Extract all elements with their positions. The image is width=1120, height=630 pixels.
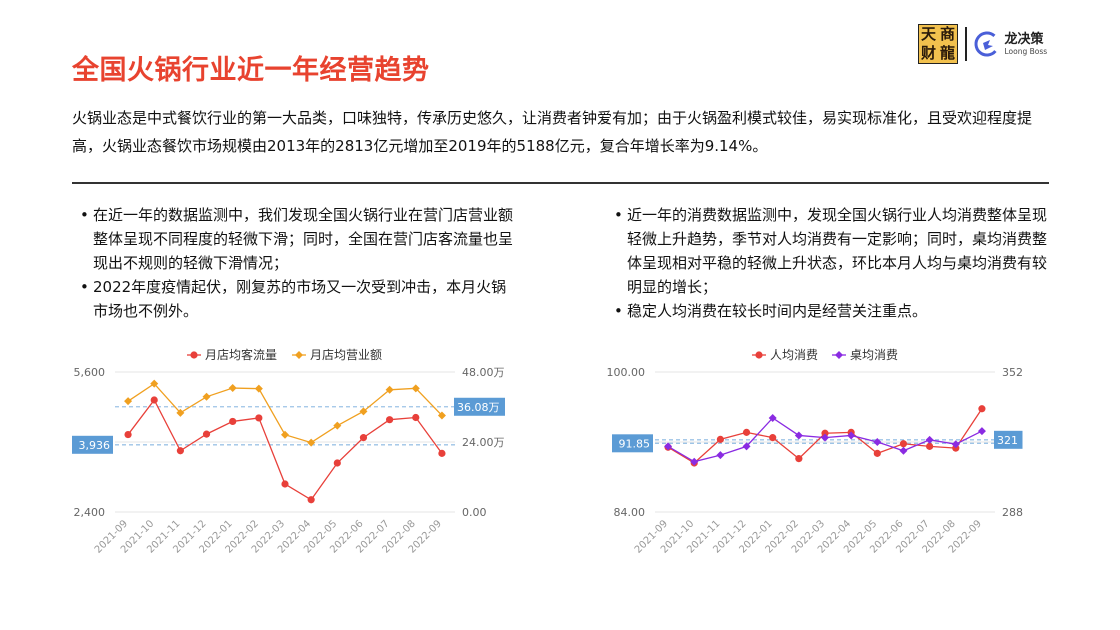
left-tick-label: 2,400 [74,506,106,519]
right-tick-label: 48.00万 [462,366,505,379]
gridlines [115,371,455,513]
brand-name-en: Loong Boss [1004,46,1048,56]
data-point [124,397,133,406]
data-point [281,430,289,439]
data-point [847,431,856,440]
data-point [385,385,394,394]
data-point [255,414,263,422]
left-tick-label: 5,600 [74,366,106,379]
legend-label: 月店均营业额 [310,348,382,362]
bullet-item: 2022年度疫情起伏，刚复苏的市场又一次受到冲击，本月火锅市场也不例外。 [80,275,520,323]
bullet-item: 稳定人均消费在较长时间内是经营关注重点。 [614,299,1054,323]
data-point [307,496,315,504]
data-point [873,438,882,446]
data-point [228,384,237,393]
data-point [690,457,699,466]
page-title: 全国火锅行业近一年经营趋势 [72,55,430,86]
left-average-badge [612,434,653,453]
data-point [664,442,673,451]
legend-marker [190,351,198,359]
data-point [254,384,263,393]
legend-label: 月店均客流量 [205,347,277,362]
data-point [926,442,934,450]
data-point [307,438,316,447]
data-point [150,396,158,404]
data-point [333,459,341,467]
right-average-badge [454,397,505,416]
left-bullet-list: 在近一年的数据监测中，我们发现全国火锅行业在营门店营业额整体呈现不同程度的轻微下… [80,203,520,323]
logo-char: 商 [939,25,955,43]
left-average-label: 3,936 [79,439,111,452]
data-point [978,405,986,413]
right-average-label: 36.08万 [457,401,500,414]
logo-char: 天 [920,25,936,43]
data-point [899,446,908,455]
data-point [229,417,237,426]
legend-label: 人均消费 [770,348,818,362]
data-point [768,413,777,422]
data-point [769,434,777,442]
data-point [794,431,803,440]
data-point [281,480,289,488]
legend: 人均消费 桌均消费 [752,348,898,362]
data-point [359,407,368,416]
left-tick-label: 100.00 [607,366,646,379]
intro-paragraph: 火锅业态是中式餐饮行业的第一大品类，口味独特，传承历史悠久，让消费者钟爱有加；由… [72,109,1033,155]
legend: 月店均客流量 月店均营业额 [187,347,382,362]
data-point [821,433,829,442]
data-point [176,447,184,455]
data-point [437,411,446,420]
data-point [124,430,132,439]
data-point [176,408,185,417]
legend-marker [835,351,843,359]
right-tick-label: 288 [1002,506,1023,519]
left-average-label: 91.85 [619,437,651,450]
legend-marker [295,351,303,359]
data-point [951,440,960,449]
gridlines [655,371,995,513]
logo-separator [965,27,967,61]
data-point [386,416,394,424]
right-average-label: 321 [997,434,1018,447]
data-point [795,455,803,463]
data-point [333,421,342,430]
logo-char: 财 [920,44,936,62]
data-point [899,440,908,448]
logo-char: 龍 [939,44,955,62]
data-point [412,413,420,422]
tianshang-logo-icon: 天 商 财 龍 [918,24,958,64]
traffic-revenue-chart: 5,6002,40048.00万24.00万0.003,93636.08万202… [72,347,505,556]
dragon-icon [974,31,999,57]
brand-name: 龙决策 [1004,31,1044,47]
bullet-item: 近一年的消费数据监测中，发现全国火锅行业人均消费整体呈现轻微上升趋势，季节对人均… [614,203,1054,299]
data-point [873,449,881,457]
right-average-badge [994,430,1023,449]
data-point [716,451,725,460]
brand-logo: 天 商 财 龍 龙决策 Loong Boss [918,24,1047,64]
data-point [438,449,446,457]
data-point [977,427,986,436]
data-point [925,435,934,444]
right-tick-label: 0.00 [462,506,487,519]
data-point [821,429,829,437]
data-point [716,435,724,443]
bullet-item: 在近一年的数据监测中，我们发现全国火锅行业在营门店营业额整体呈现不同程度的轻微下… [80,203,520,275]
data-point [742,428,751,436]
data-point [411,384,420,393]
left-tick-label: 84.00 [614,506,646,519]
section-divider [72,182,1049,184]
right-tick-label: 24.00万 [462,436,505,449]
data-point [202,392,211,401]
data-point [150,379,159,388]
data-point [742,442,751,451]
spending-chart: 100.0084.0035232028891.853212021-092021-… [607,348,1024,556]
right-tick-label: 352 [1002,366,1023,379]
right-bullet-list: 近一年的消费数据监测中，发现全国火锅行业人均消费整体呈现轻微上升趋势，季节对人均… [614,203,1054,323]
left-average-badge [72,435,113,454]
data-point [359,434,368,442]
legend-label: 桌均消费 [850,348,898,362]
legend-marker [755,351,763,359]
data-point [202,430,211,438]
